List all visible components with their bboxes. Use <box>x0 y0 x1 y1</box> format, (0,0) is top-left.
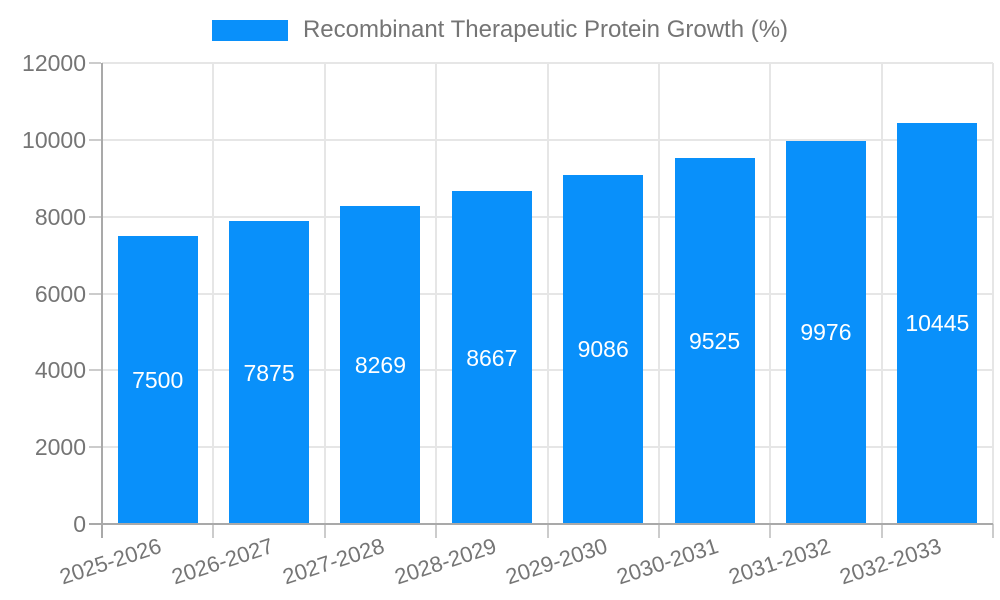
y-tick-label: 4000 <box>34 357 86 384</box>
x-tick-label: 2030-2031 <box>613 533 722 590</box>
chart-legend[interactable]: Recombinant Therapeutic Protein Growth (… <box>0 16 1000 44</box>
y-tick-label: 10000 <box>22 126 86 153</box>
bar[interactable] <box>229 221 310 524</box>
x-tick-mark <box>212 524 215 538</box>
bar[interactable] <box>563 174 644 524</box>
gridline-vertical <box>657 63 660 524</box>
bar-value-label: 8667 <box>466 344 518 371</box>
y-tick-label: 6000 <box>34 280 86 307</box>
gridline-vertical <box>212 63 215 524</box>
x-tick-label: 2027-2028 <box>279 533 388 590</box>
bar[interactable] <box>785 140 866 524</box>
x-tick-label: 2031-2032 <box>725 533 834 590</box>
y-tick-mark <box>89 292 101 295</box>
bar[interactable] <box>117 235 198 524</box>
gridline-vertical <box>323 63 326 524</box>
x-tick-mark <box>546 524 549 538</box>
x-tick-mark <box>435 524 438 538</box>
x-tick-mark <box>769 524 772 538</box>
bar-value-label: 10445 <box>905 310 970 337</box>
x-tick-label: 2032-2033 <box>836 533 945 590</box>
legend-swatch-icon <box>211 19 288 41</box>
x-tick-mark <box>880 524 883 538</box>
gridline-vertical <box>435 63 438 524</box>
gridline-vertical <box>992 63 994 524</box>
y-tick-mark <box>89 138 101 141</box>
legend-label: Recombinant Therapeutic Protein Growth (… <box>302 16 789 43</box>
gridline-vertical <box>546 63 549 524</box>
x-tick-mark <box>992 524 994 538</box>
y-tick-mark <box>89 446 101 449</box>
x-tick-label: 2026-2027 <box>168 533 277 590</box>
x-axis-line <box>89 523 993 525</box>
x-tick-label: 2025-2026 <box>57 533 165 590</box>
bar[interactable] <box>340 206 421 524</box>
bar-value-label: 9525 <box>688 328 741 355</box>
bar-value-label: 7875 <box>243 359 295 386</box>
y-tick-mark <box>89 369 101 372</box>
bar-value-label: 9976 <box>800 319 852 346</box>
x-tick-mark <box>657 524 660 538</box>
x-tick-label: 2028-2029 <box>391 533 499 590</box>
bar-value-label: 7500 <box>132 366 184 393</box>
bar[interactable] <box>674 158 755 524</box>
x-tick-label: 2029-2030 <box>502 533 611 590</box>
bar[interactable] <box>451 191 532 524</box>
y-tick-mark <box>89 62 101 64</box>
x-tick-mark <box>323 524 326 538</box>
y-tick-label: 2000 <box>34 434 86 461</box>
gridline-vertical <box>880 63 883 524</box>
gridline-vertical <box>769 63 772 524</box>
y-tick-label: 0 <box>73 511 86 537</box>
y-tick-mark <box>89 215 101 218</box>
y-tick-label: 12000 <box>22 50 86 76</box>
y-tick-label: 8000 <box>34 203 86 230</box>
bar-value-label: 8269 <box>354 352 407 379</box>
bar[interactable] <box>897 122 978 524</box>
bar-value-label: 9086 <box>577 336 629 363</box>
y-axis-line <box>101 63 103 538</box>
